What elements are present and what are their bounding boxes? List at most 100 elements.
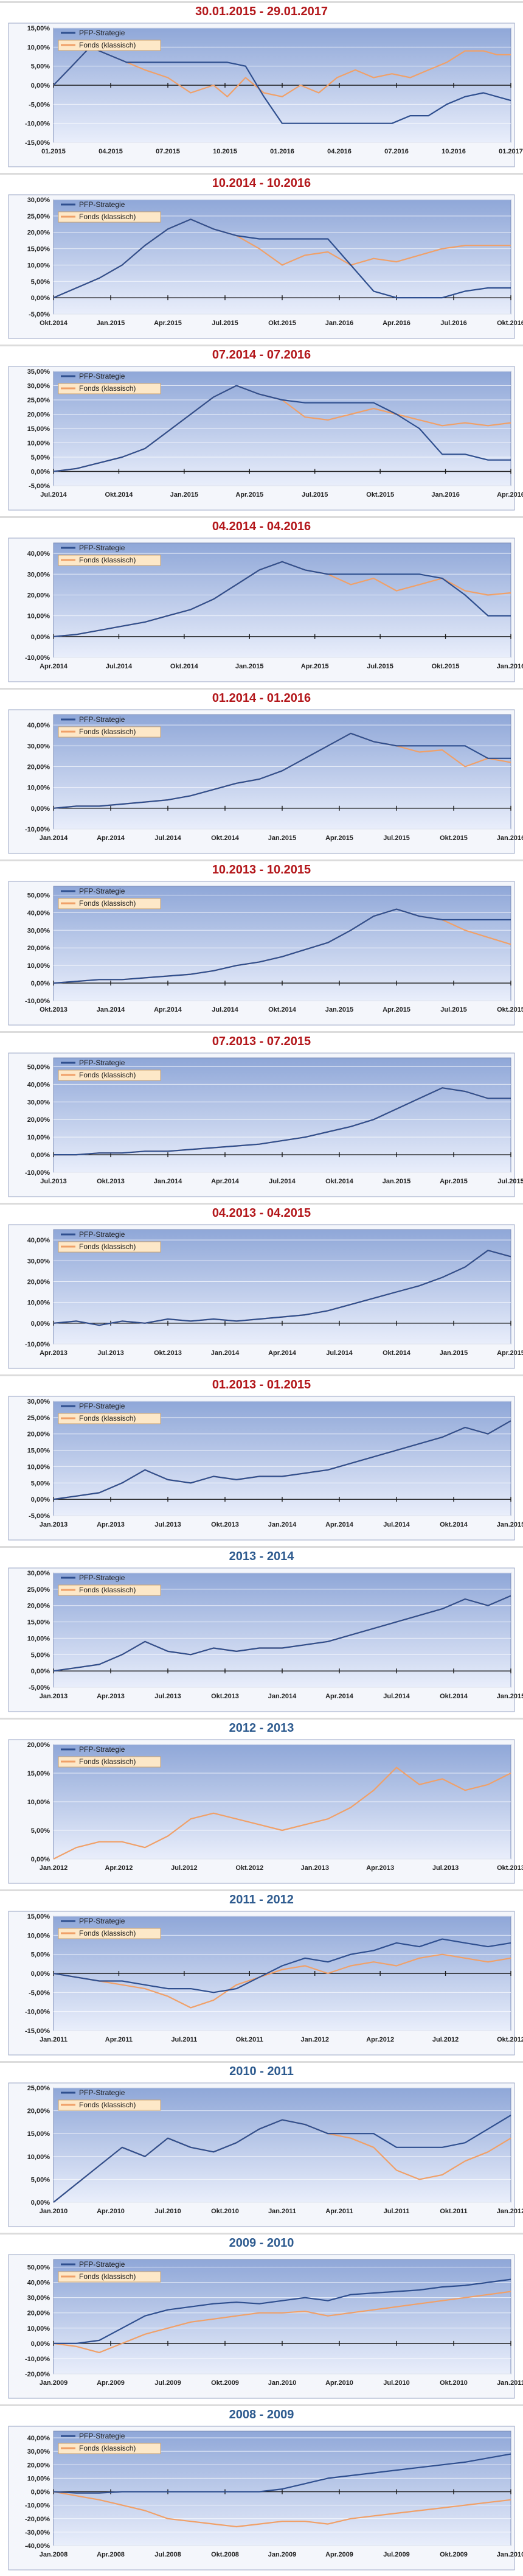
y-tick-label: 10,00% <box>27 1300 50 1307</box>
y-tick-label: 30,00% <box>27 2448 50 2455</box>
legend-label: Fonds (klassisch) <box>79 899 136 908</box>
x-tick-label: Apr.2014 <box>154 1006 182 1013</box>
legend-label: Fonds (klassisch) <box>79 1071 136 1079</box>
y-tick-label: -10,00% <box>25 2502 50 2510</box>
legend-label: Fonds (klassisch) <box>79 41 136 49</box>
y-tick-label: 5,00% <box>31 1827 50 1835</box>
line-chart: 30,00% 25,00% 20,00% 15,00% 10,00% 5,00% 0,00%… <box>8 1567 523 1712</box>
x-tick-label: Okt.2008 <box>211 2551 239 2558</box>
y-tick-label: -30,00% <box>25 2529 50 2536</box>
y-tick-label: 5,00% <box>31 1480 50 1487</box>
x-tick-label: Jan.2009 <box>268 2551 296 2558</box>
y-tick-label: 25,00% <box>27 1586 50 1594</box>
x-tick-label: Jul.2015 <box>302 491 328 499</box>
x-tick-label: Okt.2015 <box>366 491 394 499</box>
series-line-pfp-strategie <box>54 2278 511 2344</box>
legend: PFP-Strategie Fonds (klassisch) <box>58 1745 161 1768</box>
y-tick-label: 25,00% <box>27 2085 50 2092</box>
x-tick-label: 07.2016 <box>384 148 409 155</box>
y-tick-label: 0,00% <box>31 1496 50 1503</box>
x-tick-label: Apr.2014 <box>97 835 125 842</box>
x-tick-label: Okt.2014 <box>440 1693 468 1700</box>
series-line-pfp-strategie <box>53 1420 511 1500</box>
x-tick-label: Apr.2015 <box>383 1006 410 1013</box>
panel-separator <box>0 1889 523 1891</box>
legend-label: Fonds (klassisch) <box>79 2272 136 2281</box>
x-tick-label: Okt.2014 <box>211 835 240 842</box>
panel-separator <box>0 688 523 690</box>
legend-label: PFP-Strategie <box>79 887 125 895</box>
x-tick-label: Okt.2013 <box>97 1178 125 1185</box>
y-tick-label: 40,00% <box>27 1237 50 1244</box>
y-tick-label: 20,00% <box>27 2462 50 2469</box>
y-tick-label: 20,00% <box>27 411 50 419</box>
series-line-pfp-strategie <box>53 219 511 299</box>
x-tick-label: Apr.2010 <box>97 2208 125 2215</box>
legend: PFP-Strategie Fonds (klassisch) <box>58 372 161 394</box>
y-tick-label: 0,00% <box>31 980 50 987</box>
line-chart: 40,00% 30,00% 20,00% 10,00% 0,00% -10,00% -20,… <box>8 2426 523 2571</box>
legend-label: PFP-Strategie <box>79 1059 125 1067</box>
legend-box <box>58 211 161 223</box>
y-tick-label: 5,00% <box>31 2176 50 2183</box>
y-tick-label: 10,00% <box>27 2325 50 2333</box>
x-tick-label: Jul.2012 <box>171 1864 197 1872</box>
x-tick-label: Okt.2015 <box>497 1006 523 1013</box>
legend-label: PFP-Strategie <box>79 29 125 37</box>
y-tick-label: 15,00% <box>27 1447 50 1455</box>
x-tick-label: 04.2016 <box>327 148 352 155</box>
y-tick-label: 20,00% <box>27 2108 50 2115</box>
y-tick-label: -5,00% <box>29 483 50 490</box>
panel-separator <box>0 516 523 518</box>
x-tick-label: Apr.2016 <box>497 491 523 499</box>
y-tick-label: 25,00% <box>27 397 50 404</box>
x-tick-label: Jul.2009 <box>383 2551 409 2558</box>
x-tick-label: Apr.2014 <box>40 663 68 670</box>
x-tick-label: 10.2016 <box>442 148 466 155</box>
line-chart: 40,00% 30,00% 20,00% 10,00% 0,00% -10,00% Jan.… <box>8 709 523 854</box>
x-tick-label: Jan.2015 <box>497 1521 523 1528</box>
y-tick-label: -10,00% <box>25 2009 50 2016</box>
x-tick-label: Jan.2010 <box>40 2208 68 2215</box>
y-tick-label: 20,00% <box>27 2310 50 2317</box>
line-chart: 40,00%30,00%20,00%10,00%0,00%-10,00%Apr.… <box>8 1224 523 1369</box>
legend-label: PFP-Strategie <box>79 2260 125 2269</box>
x-tick-label: Okt.2013 <box>211 1693 239 1700</box>
y-tick-label: 25,00% <box>27 213 50 220</box>
y-tick-label: 0,00% <box>31 2340 50 2348</box>
y-tick-label: 20,00% <box>27 1741 50 1749</box>
series-line-pfp-strategie <box>53 46 511 124</box>
x-tick-label: Apr.2010 <box>325 2379 353 2387</box>
y-tick-label: 0,00% <box>31 2199 50 2207</box>
legend-label: PFP-Strategie <box>79 1745 125 1754</box>
line-chart: 50,00% 40,00% 30,00% 20,00% 10,00% 0,00% -10,0… <box>8 2254 523 2399</box>
x-tick-label: Okt.2014 <box>268 1006 297 1013</box>
y-tick-label: 5,00% <box>31 1651 50 1659</box>
x-tick-label: Apr.2014 <box>325 1521 354 1528</box>
legend-label: Fonds (klassisch) <box>79 384 136 393</box>
y-tick-label: -10,00% <box>25 998 50 1005</box>
series-line-fonds-klassisch <box>53 46 511 97</box>
x-tick-label: 10.2015 <box>213 148 237 155</box>
y-tick-label: 40,00% <box>27 722 50 729</box>
y-tick-label: 0,00% <box>31 295 50 302</box>
x-tick-label: Okt.2010 <box>440 2379 468 2387</box>
x-tick-label: Okt.2013 <box>40 1006 68 1013</box>
x-tick-label: 01.2015 <box>41 148 66 155</box>
legend: PFP-Strategie Fonds (klassisch) <box>58 2260 161 2283</box>
line-chart: 25,00%20,00%15,00%10,00%5,00%0,00%Jan.20… <box>8 2082 523 2227</box>
x-tick-label: Jul.2014 <box>383 1693 410 1700</box>
y-tick-label: 0,00% <box>31 1970 50 1978</box>
y-tick-label: 40,00% <box>27 2280 50 2287</box>
x-tick-label: Jan.2014 <box>97 1006 125 1013</box>
y-tick-label: 0,00% <box>31 2489 50 2496</box>
x-tick-label: Okt.2015 <box>432 663 460 670</box>
y-tick-label: -5,00% <box>29 1513 50 1520</box>
chart-title: 07.2014 - 07.2016 <box>212 348 311 362</box>
x-tick-label: Jul.2013 <box>154 1693 181 1700</box>
chart-title: 2010 - 2011 <box>229 2065 294 2078</box>
y-tick-label: 30,00% <box>27 383 50 390</box>
x-tick-label: Okt.2015 <box>440 835 468 842</box>
x-tick-label: Apr.2015 <box>440 1178 468 1185</box>
